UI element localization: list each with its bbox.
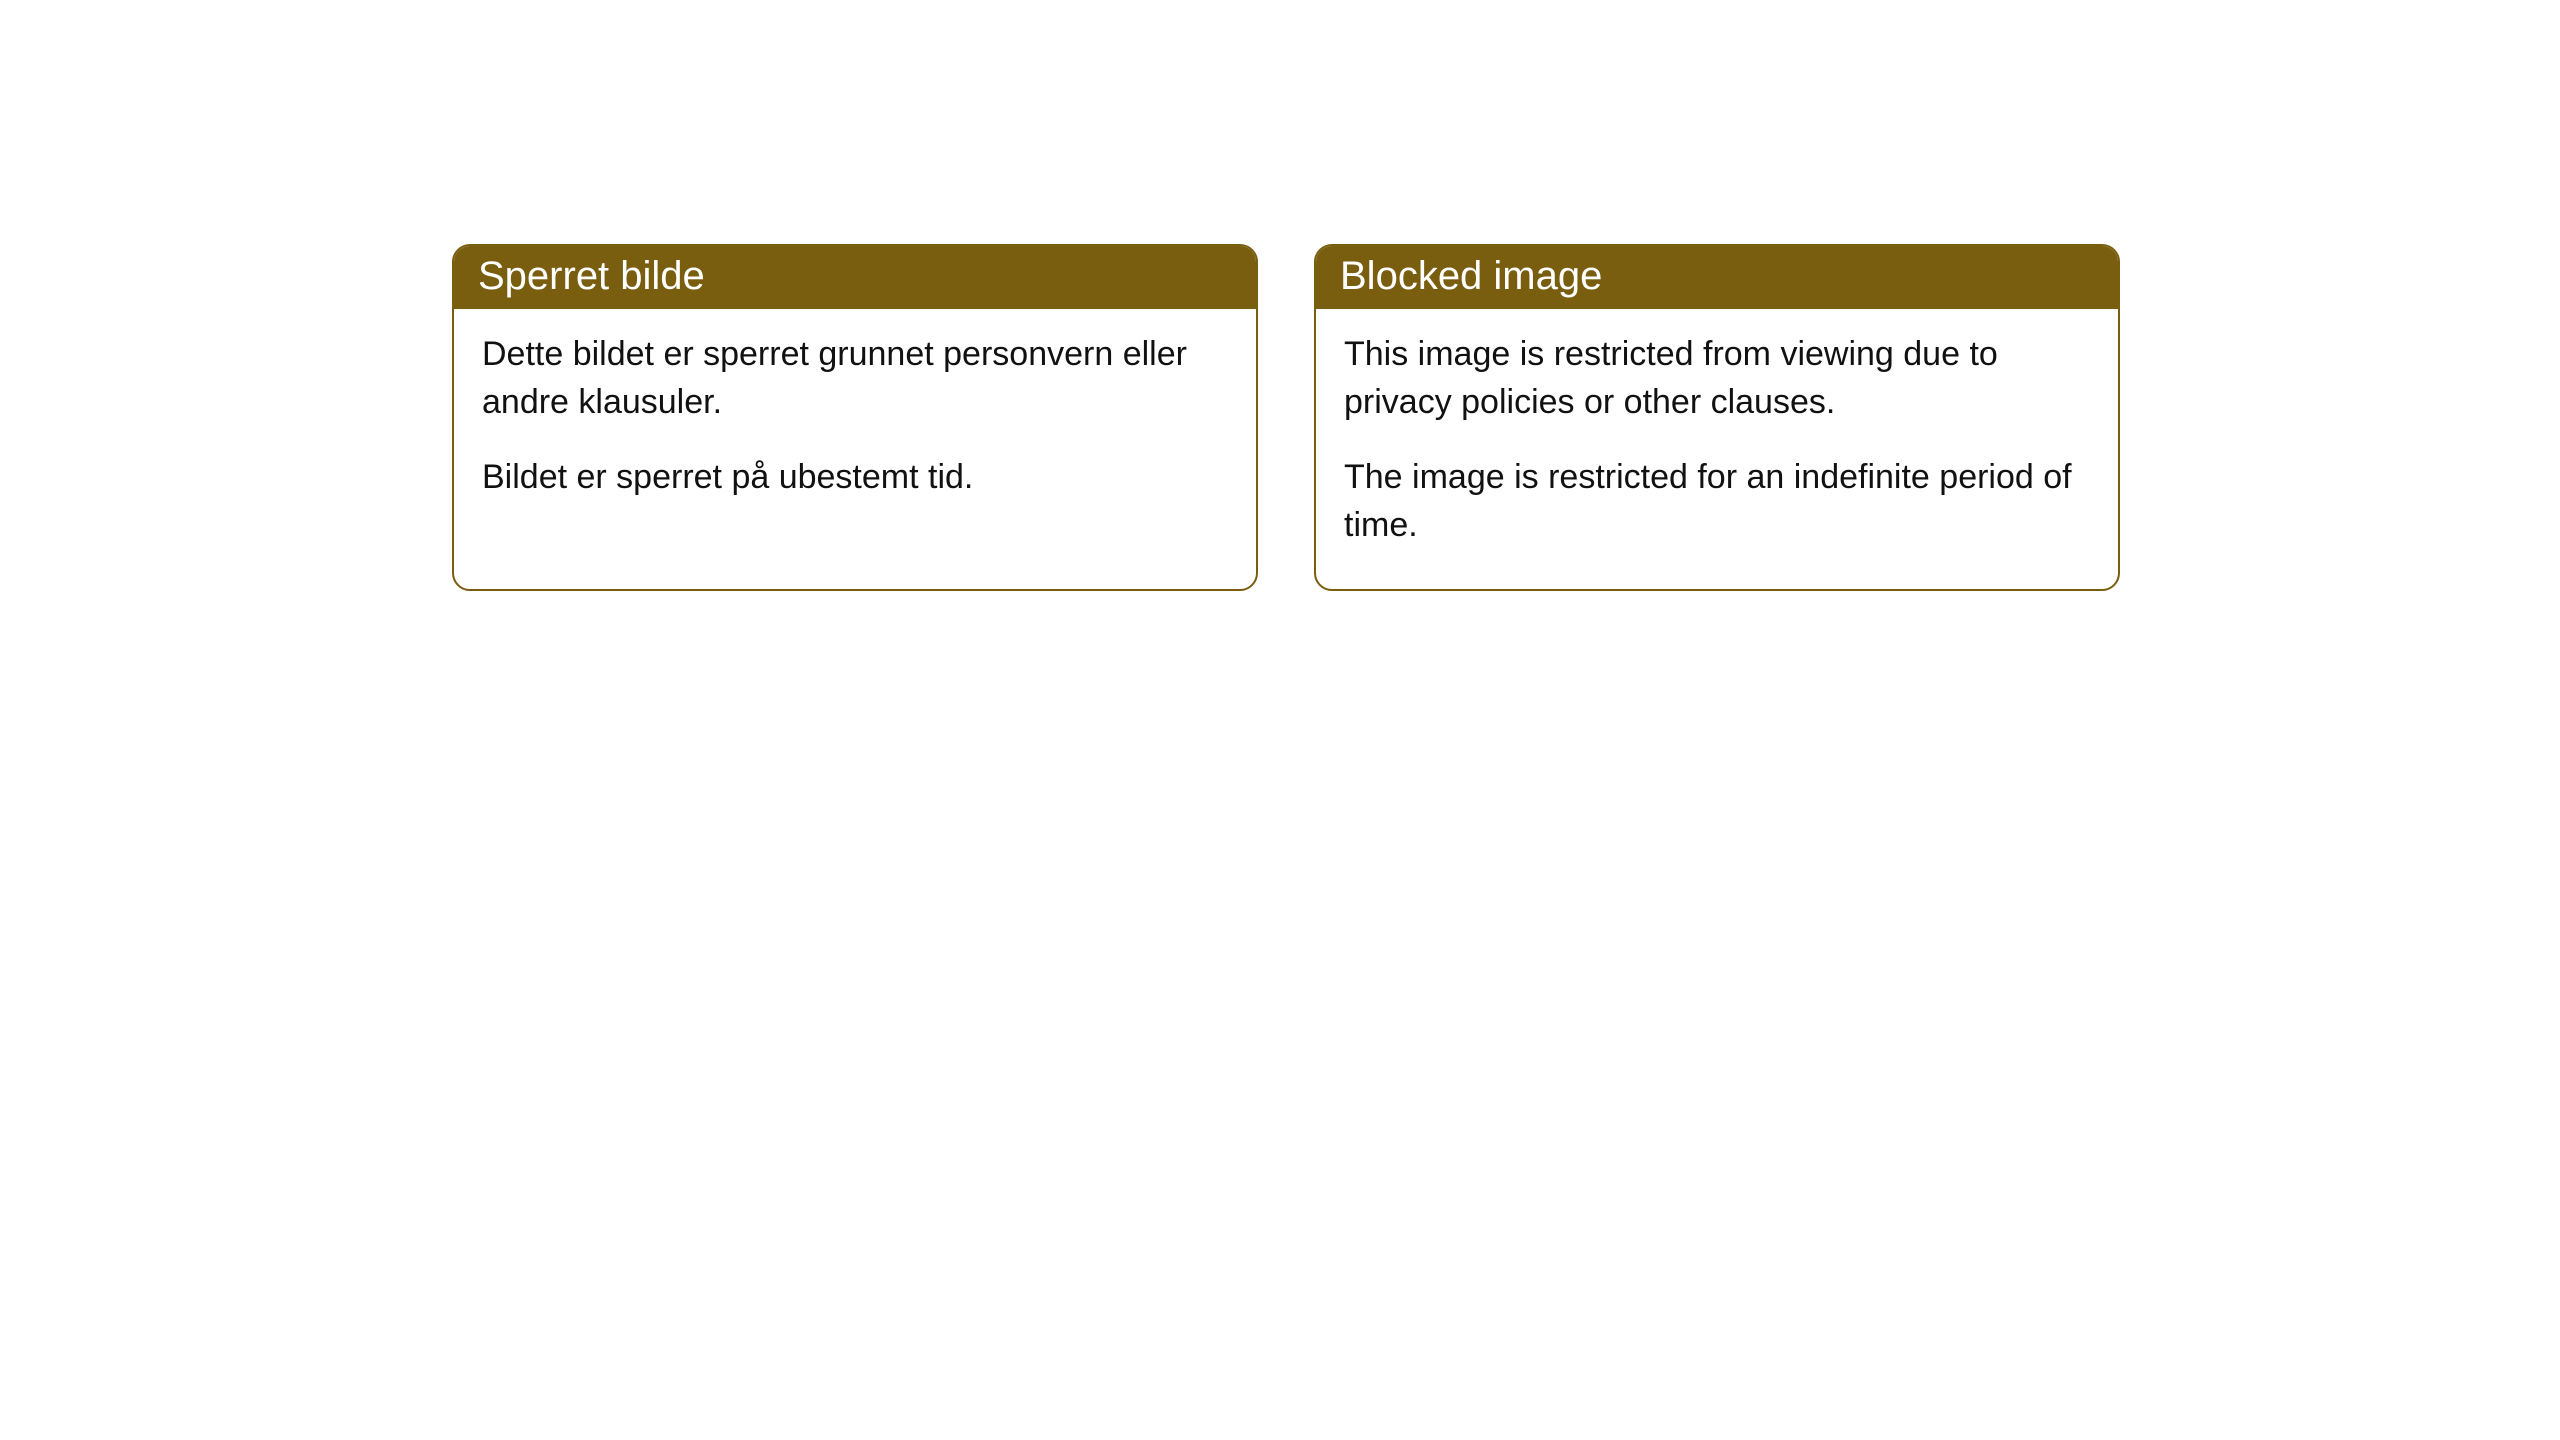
card-body: This image is restricted from viewing du… <box>1316 309 2118 589</box>
card-header: Sperret bilde <box>454 246 1256 309</box>
card-paragraph: This image is restricted from viewing du… <box>1344 331 2090 426</box>
notice-card-norwegian: Sperret bilde Dette bildet er sperret gr… <box>452 244 1258 591</box>
card-paragraph: The image is restricted for an indefinit… <box>1344 454 2090 549</box>
notice-card-english: Blocked image This image is restricted f… <box>1314 244 2120 591</box>
card-paragraph: Dette bildet er sperret grunnet personve… <box>482 331 1228 426</box>
card-header: Blocked image <box>1316 246 2118 309</box>
card-paragraph: Bildet er sperret på ubestemt tid. <box>482 454 1228 502</box>
notice-cards-container: Sperret bilde Dette bildet er sperret gr… <box>452 244 2120 591</box>
card-body: Dette bildet er sperret grunnet personve… <box>454 309 1256 542</box>
